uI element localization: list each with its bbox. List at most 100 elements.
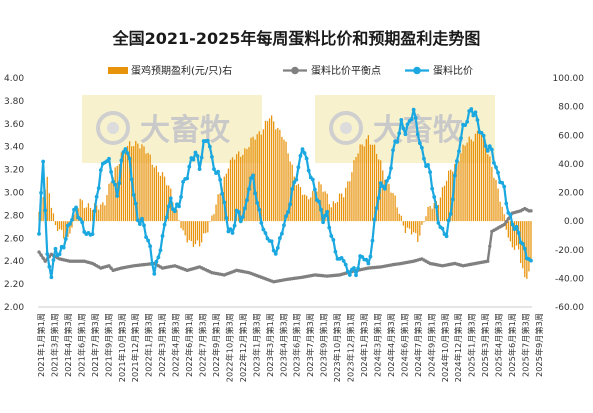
profit-bar — [305, 195, 308, 222]
profit-bar — [201, 221, 203, 243]
profit-bar — [404, 221, 407, 233]
x-axis-tick-label: 2023年3月第1周 — [265, 313, 275, 377]
ratio-point — [366, 261, 371, 266]
ratio-point — [417, 141, 422, 146]
ratio-point — [387, 175, 391, 180]
profit-bar — [258, 131, 260, 222]
x-axis-tick-label: 2022年4月第3周 — [171, 313, 181, 377]
profit-bar — [466, 142, 468, 222]
profit-bar — [114, 167, 116, 222]
ratio-point — [382, 186, 387, 191]
profit-bar — [217, 194, 219, 222]
profit-bar — [102, 202, 104, 222]
ratio-point — [164, 215, 169, 220]
left-axis-tick-label: 3.20 — [4, 166, 24, 176]
x-axis-tick-label: 2024年12月第1周 — [453, 313, 463, 382]
profit-bar — [472, 141, 474, 222]
ratio-point — [403, 132, 408, 137]
profit-bar — [256, 134, 258, 222]
profit-bar — [491, 166, 493, 222]
ratio-point — [440, 226, 445, 231]
ratio-point — [123, 147, 128, 151]
ratio-point — [181, 179, 186, 184]
profit-bar — [398, 213, 400, 222]
ratio-point — [302, 151, 307, 155]
ratio-point — [469, 107, 474, 111]
profit-bar — [388, 183, 390, 222]
ratio-point — [80, 220, 85, 225]
profit-bar — [345, 187, 347, 222]
profit-bar — [262, 129, 265, 222]
profit-bar — [281, 136, 283, 222]
profit-bar — [122, 149, 125, 222]
right-axis-tick-label: 60.00 — [558, 131, 584, 141]
x-axis-tick-label: 2024年10月第3周 — [440, 313, 450, 382]
ratio-point — [347, 273, 352, 277]
ratio-point — [516, 230, 521, 235]
profit-bar — [211, 215, 213, 222]
ratio-point — [249, 176, 253, 181]
x-axis-tick-label: 2021年10月第3周 — [117, 313, 127, 382]
ratio-point — [310, 177, 315, 182]
profit-bar — [266, 121, 269, 222]
profit-bar — [73, 214, 75, 222]
ratio-point — [471, 113, 476, 118]
left-axis: 2.00 2.20 2.40 2.60 2.80 3.00 3.20 3.40 3.60 3.80… — [4, 74, 24, 313]
ratio-point — [142, 223, 146, 228]
ratio-point — [57, 252, 62, 257]
ratio-point — [483, 144, 488, 148]
ratio-point — [158, 248, 163, 253]
ratio-point — [160, 234, 165, 238]
ratio-point — [376, 196, 381, 200]
breakeven-point — [486, 259, 490, 263]
profit-bar — [347, 181, 349, 222]
ratio-point — [222, 200, 227, 205]
profit-bar — [361, 144, 363, 222]
profit-bar — [480, 132, 483, 222]
profit-bar — [439, 197, 442, 222]
profit-bar — [312, 190, 314, 222]
profit-bar — [275, 129, 277, 222]
ratio-point — [51, 258, 56, 262]
profit-bar — [295, 185, 297, 222]
profit-bar — [326, 193, 328, 222]
x-axis-tick-label: 2024年9月第1周 — [426, 313, 436, 377]
ratio-point — [399, 117, 404, 122]
breakeven-point — [529, 209, 533, 213]
profit-bar — [110, 182, 112, 222]
profit-bar — [526, 221, 528, 279]
ratio-point — [372, 217, 377, 222]
ratio-point — [177, 204, 181, 209]
x-axis-tick-label: 2023年9月第1周 — [319, 313, 329, 377]
profit-bar — [149, 154, 151, 222]
profit-bar — [128, 141, 131, 222]
x-axis-tick-label: 2024年4月第3周 — [386, 313, 396, 377]
profit-bar — [61, 221, 63, 230]
profit-bar — [52, 213, 55, 222]
ratio-point — [205, 138, 210, 143]
profit-bar — [135, 140, 137, 222]
right-axis: 100.00 80.00 60.00 40.00 20.00 0.00 -20.00 -40.… — [553, 74, 585, 313]
ratio-point — [70, 218, 74, 222]
ratio-point — [345, 269, 350, 274]
ratio-point — [479, 131, 484, 135]
profit-bar — [145, 153, 147, 222]
x-axis-tick-label: 2023年10月第3周 — [332, 313, 342, 382]
profit-bar — [229, 159, 232, 222]
ratio-point — [487, 144, 492, 149]
x-axis-tick-label: 2025年4月第3周 — [494, 313, 504, 377]
x-axis: 2021年1月第1周 2021年3月第1周 2021年4月第3周 2021年6月第1周… — [36, 306, 544, 382]
ratio-point — [146, 238, 151, 243]
ratio-point — [368, 254, 373, 259]
ratio-point — [370, 238, 375, 243]
profit-bar — [476, 130, 479, 222]
ratio-point — [481, 133, 486, 138]
ratio-point — [257, 207, 262, 212]
profit-bar — [528, 221, 530, 272]
profit-bar — [126, 145, 129, 222]
x-axis-tick-label: 2025年9月第3周 — [534, 313, 544, 377]
ratio-point — [329, 234, 334, 238]
x-axis-tick-label: 2021年7月第3周 — [90, 313, 100, 377]
profit-bar — [96, 205, 98, 222]
breakeven-point — [41, 256, 45, 260]
